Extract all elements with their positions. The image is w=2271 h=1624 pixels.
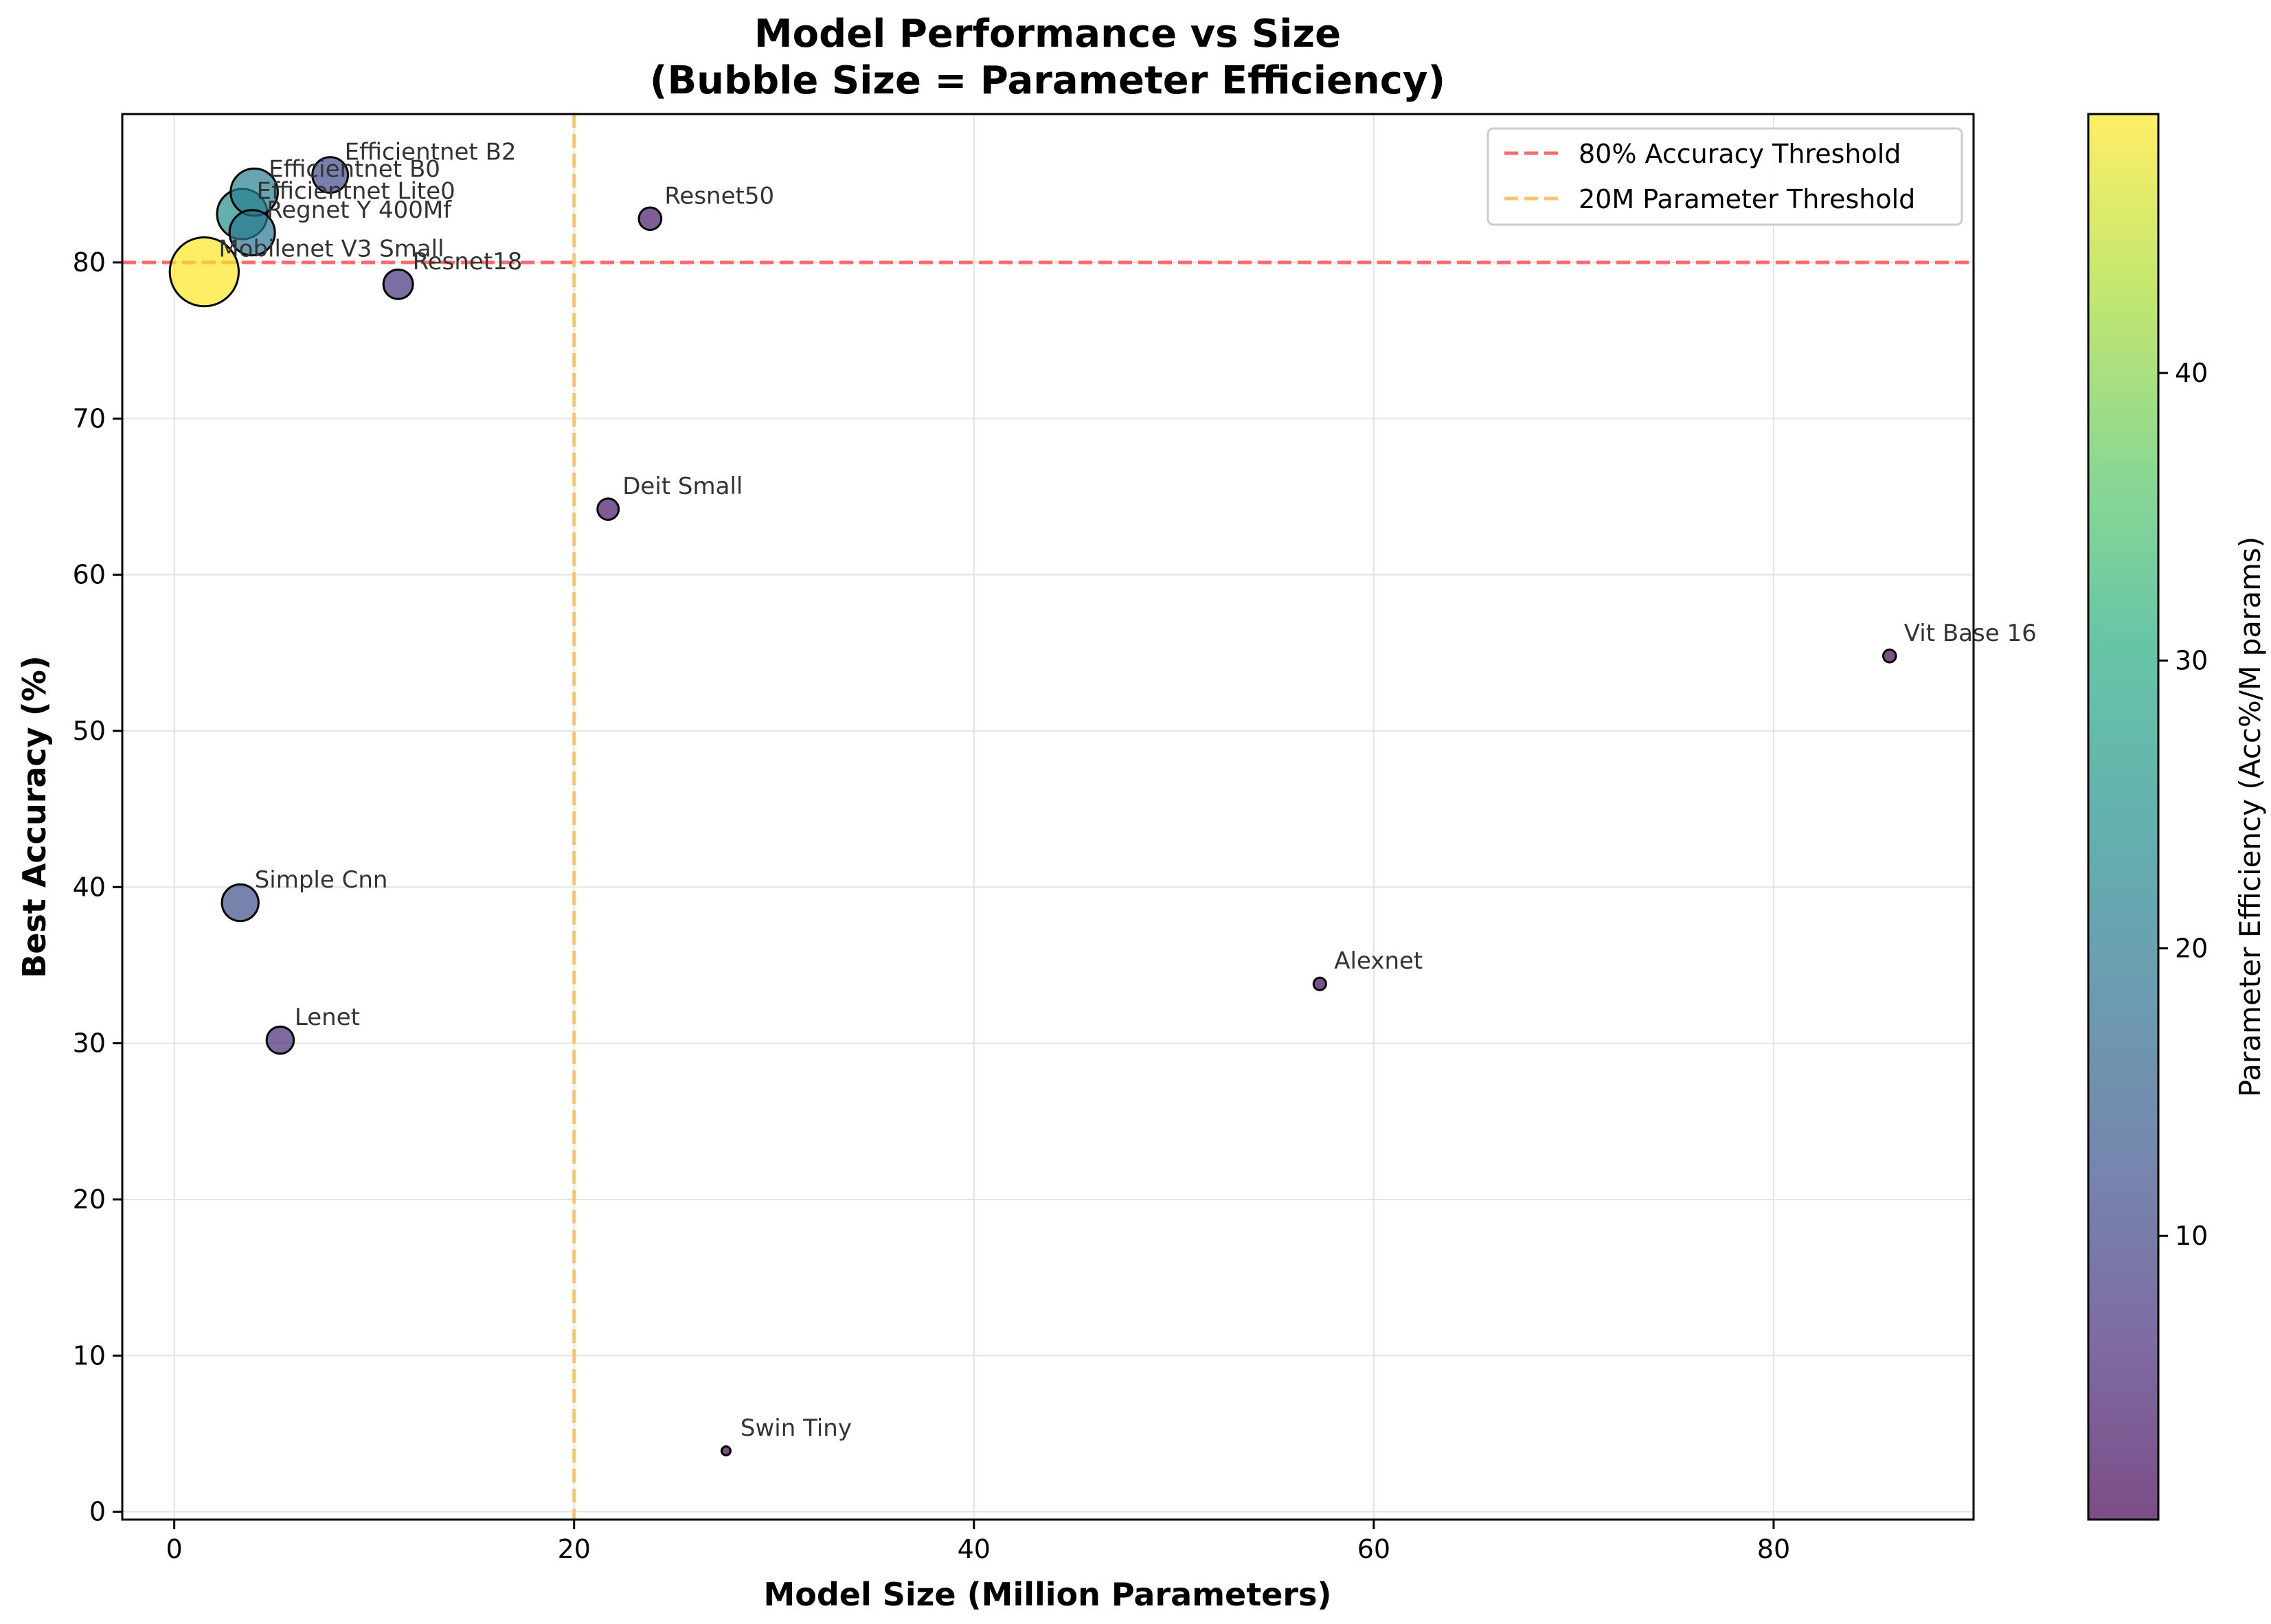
point-label: Mobilenet V3 Small bbox=[218, 236, 444, 263]
point-label: Deit Small bbox=[622, 473, 743, 500]
y-axis-label: Best Accuracy (%) bbox=[16, 655, 53, 978]
x-axis-ticks: 0 20 40 60 80 bbox=[166, 1520, 1790, 1564]
x-tick-label: 20 bbox=[558, 1534, 591, 1564]
data-point bbox=[720, 1445, 732, 1456]
y-tick-label: 0 bbox=[89, 1497, 106, 1527]
scatter-points bbox=[168, 156, 1897, 1456]
data-point bbox=[596, 497, 620, 521]
y-axis-ticks: 0 10 20 30 40 50 60 70 80 bbox=[73, 247, 122, 1527]
data-point bbox=[1882, 649, 1897, 664]
x-tick-label: 80 bbox=[1757, 1534, 1790, 1564]
legend-label-accuracy: 80% Accuracy Threshold bbox=[1579, 139, 1901, 169]
colorbar-tick-label: 40 bbox=[2175, 358, 2208, 388]
y-tick-label: 50 bbox=[73, 716, 106, 746]
chart-subtitle: (Bubble Size = Parameter Efficiency) bbox=[650, 58, 1445, 103]
point-label: Efficientnet B2 bbox=[345, 139, 517, 166]
point-label: Vit Base 16 bbox=[1904, 620, 2037, 647]
plot-frame bbox=[121, 113, 1975, 1521]
colorbar-tick-label: 20 bbox=[2175, 933, 2208, 963]
point-label: Resnet50 bbox=[664, 182, 774, 210]
legend: 80% Accuracy Threshold 20M Parameter Thr… bbox=[1487, 127, 1963, 226]
y-tick-label: 10 bbox=[73, 1340, 106, 1371]
data-point bbox=[221, 883, 260, 923]
x-tick-label: 60 bbox=[1357, 1534, 1390, 1564]
point-label: Swin Tiny bbox=[741, 1414, 852, 1442]
point-label: Alexnet bbox=[1334, 947, 1423, 975]
colorbar-label: Parameter Efficiency (Acc%/M params) bbox=[2233, 537, 2267, 1097]
y-tick-label: 70 bbox=[73, 403, 106, 433]
legend-label-params: 20M Parameter Threshold bbox=[1579, 184, 1915, 214]
x-tick-label: 0 bbox=[166, 1534, 183, 1564]
data-point bbox=[311, 156, 350, 194]
data-point bbox=[1312, 976, 1327, 991]
point-label: Efficientnet B0 bbox=[269, 156, 440, 183]
data-point bbox=[382, 268, 414, 300]
point-label: Resnet18 bbox=[413, 248, 523, 275]
colorbar: 10 20 30 40 Parameter Efficiency (Acc%/M pa… bbox=[2087, 113, 2267, 1521]
y-tick-label: 20 bbox=[73, 1184, 106, 1215]
colorbar-tick-label: 10 bbox=[2175, 1221, 2208, 1251]
data-point bbox=[228, 209, 276, 257]
colorbar-tick-label: 30 bbox=[2175, 646, 2208, 676]
data-point bbox=[168, 236, 240, 308]
y-tick-label: 40 bbox=[73, 872, 106, 902]
point-label: Regnet Y 400Mf bbox=[267, 196, 452, 224]
point-label: Efficientnet Lite0 bbox=[257, 177, 455, 205]
data-point bbox=[265, 1025, 295, 1055]
point-label: Simple Cnn bbox=[255, 866, 388, 894]
reference-lines bbox=[122, 114, 1974, 1520]
chart-title: Model Performance vs Size bbox=[754, 12, 1341, 56]
x-axis-label: Model Size (Million Parameters) bbox=[763, 1576, 1331, 1613]
legend-box bbox=[1487, 127, 1963, 226]
colorbar-gradient bbox=[2087, 113, 2160, 1521]
point-label: Lenet bbox=[295, 1004, 360, 1031]
x-tick-label: 40 bbox=[958, 1534, 991, 1564]
y-tick-label: 80 bbox=[73, 247, 106, 278]
y-tick-label: 30 bbox=[73, 1028, 106, 1059]
y-tick-label: 60 bbox=[73, 560, 106, 590]
data-point bbox=[637, 206, 663, 232]
colorbar-ticks: 10 20 30 40 bbox=[2158, 358, 2208, 1251]
